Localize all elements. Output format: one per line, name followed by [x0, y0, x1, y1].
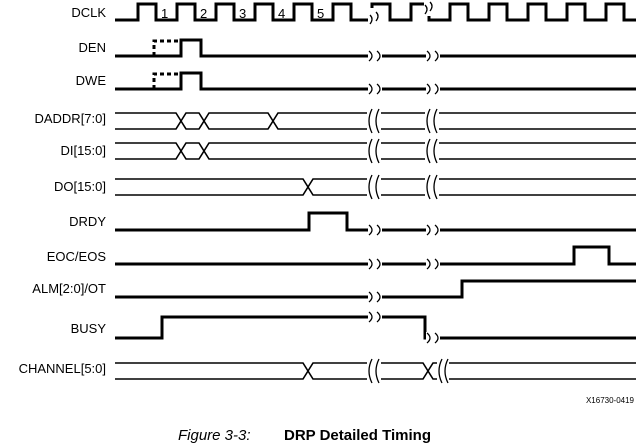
label-di: DI[15:0]: [60, 143, 106, 158]
drdy-waveform: [115, 211, 636, 232]
time-break-daddr: [367, 108, 439, 134]
di-waveform: [115, 142, 636, 160]
dclk-waveform: [115, 2, 636, 22]
label-den: DEN: [79, 40, 106, 55]
clock-number-5: 5: [317, 6, 324, 21]
busy-waveform: [115, 315, 636, 340]
clock-cycle-numbers: 1 2 3 4 5: [161, 6, 324, 21]
clock-number-3: 3: [239, 6, 246, 21]
time-break-eoc: [368, 258, 440, 270]
figure-code: X16730-0419: [586, 396, 635, 405]
signal-labels: DCLK DEN DWE DADDR[7:0] DI[15:0] DO[15:0…: [19, 5, 107, 376]
figure-caption: Figure 3-3: DRP Detailed Timing: [178, 427, 431, 444]
time-break-busy: [368, 311, 440, 344]
time-break-di: [367, 138, 439, 164]
label-dclk: DCLK: [71, 5, 106, 20]
caption-number: Figure 3-3:: [178, 427, 251, 444]
label-eoc: EOC/EOS: [47, 249, 107, 264]
clock-number-4: 4: [278, 6, 285, 21]
label-channel: CHANNEL[5:0]: [19, 361, 106, 376]
time-break-den: [368, 50, 440, 62]
dwe-waveform: [115, 71, 636, 91]
clock-number-2: 2: [200, 6, 207, 21]
do-waveform: [115, 178, 636, 196]
time-break-dwe: [368, 83, 440, 95]
clock-number-1: 1: [161, 6, 168, 21]
time-break-do: [367, 174, 439, 200]
time-break-drdy: [368, 224, 440, 236]
caption-title: DRP Detailed Timing: [284, 427, 431, 444]
eoc-waveform: [115, 245, 636, 266]
label-alm: ALM[2:0]/OT: [32, 281, 106, 296]
time-break-alm: [368, 291, 382, 303]
label-dwe: DWE: [76, 73, 107, 88]
den-waveform: [115, 38, 636, 58]
time-break-dclk: [368, 1, 436, 25]
label-busy: BUSY: [71, 321, 107, 336]
alm-waveform: [115, 279, 636, 299]
label-drdy: DRDY: [69, 214, 106, 229]
time-break-marks: [367, 1, 449, 384]
label-do: DO[15:0]: [54, 179, 106, 194]
time-break-channel: [367, 358, 449, 384]
daddr-waveform: [115, 112, 636, 130]
label-daddr: DADDR[7:0]: [34, 111, 106, 126]
